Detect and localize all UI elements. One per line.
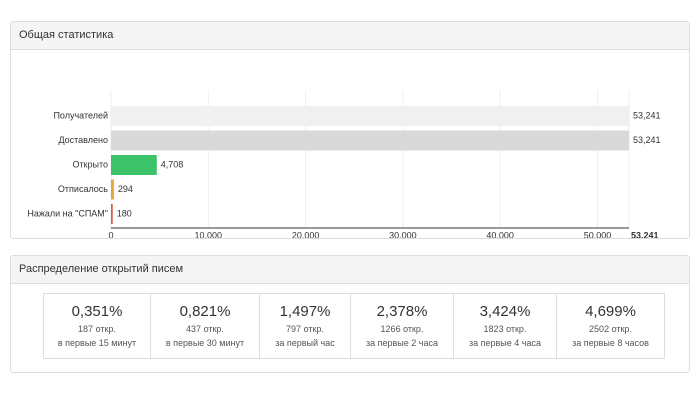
open-count: 797 откр. xyxy=(286,324,324,334)
period: за первые 2 часа xyxy=(366,338,438,348)
x-tick-label: 20,000 xyxy=(292,230,320,238)
bar xyxy=(111,204,113,224)
chart: 0 10,000 20,000 30,000 40,000 50,000 53,241 Пол… xyxy=(27,90,661,240)
x-tick-label: 0 xyxy=(108,230,113,238)
distribution-cell: 4,699% 2502 откр. за первые 8 часов xyxy=(556,294,664,358)
value-label: 53,241 xyxy=(633,110,661,120)
x-tick-label: 10,000 xyxy=(195,230,223,238)
open-count: 1823 откр. xyxy=(483,324,527,334)
panel-title: Общая статистика xyxy=(11,22,689,50)
bar xyxy=(111,130,629,151)
open-count: 2502 откр. xyxy=(589,324,632,334)
stats-panel: Общая статистика 0 10,000 20,000 30,000 40,0… xyxy=(10,21,690,240)
x-tick-label: 50,000 xyxy=(584,230,612,238)
period: в первые 30 минут xyxy=(165,338,245,348)
bar xyxy=(111,106,629,126)
bar xyxy=(111,155,157,175)
y-tick-label: Доставлено xyxy=(58,135,108,145)
open-rate: 0,821% xyxy=(179,303,231,320)
distribution-cell: 1,497% 797 откр. за первый час xyxy=(259,294,350,358)
period: за первые 8 часов xyxy=(572,338,649,348)
open-rate: 4,699% xyxy=(585,303,636,320)
y-tick-label: Нажали на "СПАМ" xyxy=(27,208,108,218)
open-count: 437 откр. xyxy=(186,324,224,334)
distribution-cell: 2,378% 1266 откр. за первые 2 часа xyxy=(350,294,453,358)
value-label: 180 xyxy=(117,208,132,218)
open-count: 187 откр. xyxy=(78,324,116,334)
distribution-cell: 3,424% 1823 откр. за первые 4 часа xyxy=(453,294,556,358)
value-label: 53,241 xyxy=(633,135,661,145)
open-rate: 0,351% xyxy=(71,303,123,320)
value-label: 4,708 xyxy=(161,159,184,169)
open-rate: 1,497% xyxy=(279,303,331,320)
y-tick-label: Открыто xyxy=(72,159,108,169)
y-tick-label: Отписалось xyxy=(58,184,108,194)
x-tick-label: 53,241 xyxy=(631,230,659,238)
distribution-cell: 0,821% 437 откр. в первые 30 минут xyxy=(150,294,259,358)
open-rate: 2,378% xyxy=(376,303,428,320)
x-tick-label: 40,000 xyxy=(486,230,514,238)
panel-title: Распределение открытий писем xyxy=(11,256,689,284)
period: за первые 4 часа xyxy=(469,338,541,348)
open-rate: 3,424% xyxy=(479,303,531,320)
y-tick-label: Получателей xyxy=(53,110,108,120)
distribution-cell: 0,351% 187 откр. в первые 15 минут xyxy=(44,294,150,358)
x-tick-label: 30,000 xyxy=(389,230,417,238)
open-count: 1266 откр. xyxy=(380,324,424,334)
distribution-panel: Распределение открытий писем 0,351% 187 о… xyxy=(10,255,690,373)
bar xyxy=(111,179,114,200)
distribution-table: 0,351% 187 откр. в первые 15 минут 0,821% 43… xyxy=(43,293,665,359)
period: за первый час xyxy=(275,338,335,348)
value-label: 294 xyxy=(118,184,133,194)
period: в первые 15 минут xyxy=(57,338,137,348)
